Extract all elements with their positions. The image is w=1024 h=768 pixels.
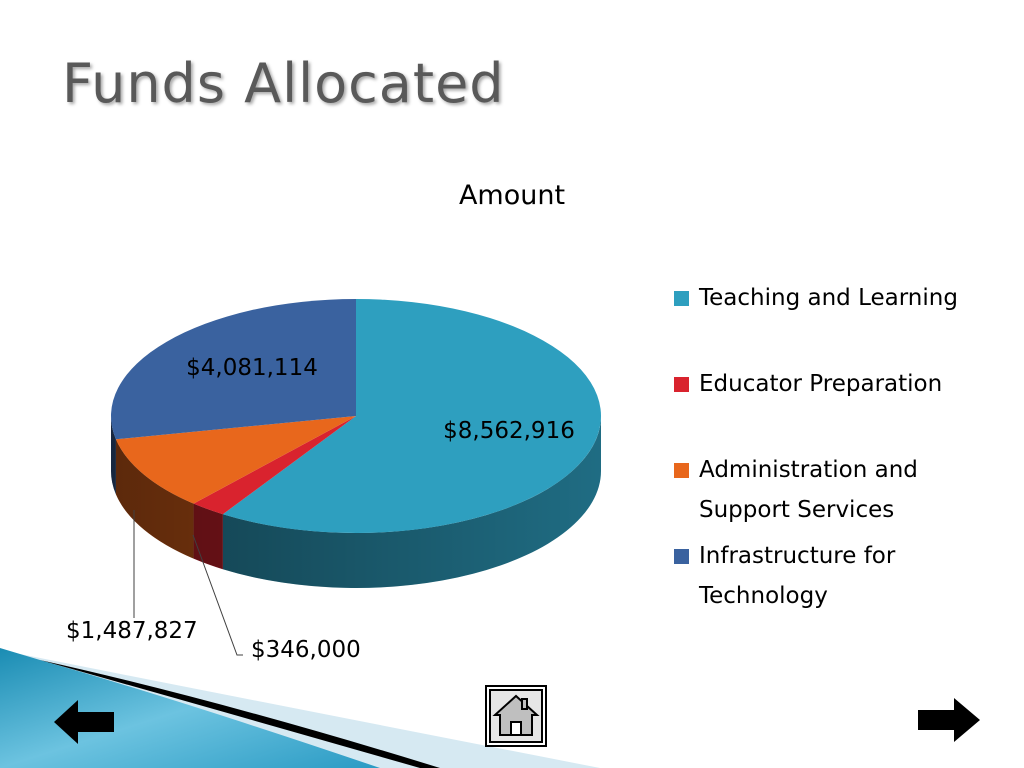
home-button[interactable] — [485, 685, 547, 751]
legend-label: Administration and Support Services — [699, 457, 918, 523]
legend-item-educator-preparation: Educator Preparation — [674, 364, 969, 404]
data-label-administration-support: $1,487,827 — [66, 618, 198, 644]
legend-label: Teaching and Learning — [699, 285, 958, 311]
legend-swatch — [674, 291, 689, 306]
legend-swatch — [674, 463, 689, 478]
data-label-educator-preparation: $346,000 — [251, 637, 361, 663]
back-button[interactable] — [52, 698, 116, 750]
pie-slice-infrastructure-technology — [110, 299, 356, 440]
legend-item-administration-support: Administration and Support Services — [674, 450, 969, 530]
pie-slice-administration-support — [115, 416, 356, 504]
legend-item-teaching-learning: Teaching and Learning — [674, 278, 969, 318]
data-label-teaching-learning: $8,562,916 — [443, 418, 575, 444]
right-arrow-icon — [918, 698, 980, 742]
legend-label: Educator Preparation — [699, 371, 943, 397]
legend-label: Infrastructure for Technology — [699, 543, 896, 609]
leader-line-educator-preparation — [192, 534, 243, 656]
legend-swatch — [674, 377, 689, 392]
chart-title: Amount — [458, 180, 566, 211]
data-label-infrastructure-technology: $4,081,114 — [186, 355, 318, 381]
pie-side-shading — [111, 416, 601, 588]
legend-swatch — [674, 549, 689, 564]
pie-slice-educator-preparation — [193, 416, 356, 515]
legend-item-infrastructure-technology: Infrastructure for Technology — [674, 536, 969, 616]
left-arrow-icon — [54, 700, 114, 744]
slide-title: Funds Allocated — [62, 52, 505, 115]
home-icon — [485, 685, 547, 747]
next-button[interactable] — [916, 696, 982, 748]
pie-slice-teaching-learning — [222, 299, 601, 533]
